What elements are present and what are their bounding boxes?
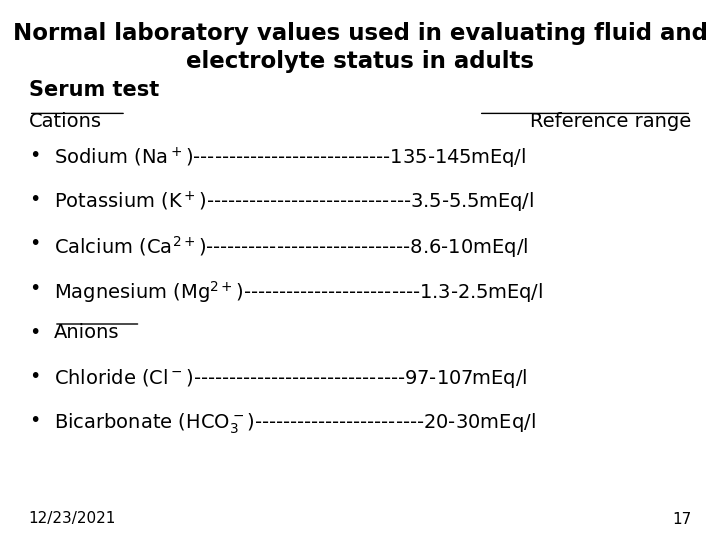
Text: •: • — [29, 323, 40, 342]
Text: •: • — [29, 146, 40, 165]
Text: Potassium (K$^+$)-----------------------------3.5-5.5mEq/l: Potassium (K$^+$)-----------------------… — [54, 190, 534, 215]
Text: •: • — [29, 190, 40, 209]
Text: Calcium (Ca$^{2+}$)-----------------------------8.6-10mEq/l: Calcium (Ca$^{2+}$)---------------------… — [54, 234, 528, 260]
Text: Serum test: Serum test — [29, 80, 159, 100]
Text: Sodium (Na$^+$)----------------------------135-145mEq/l: Sodium (Na$^+$)-------------------------… — [54, 146, 526, 171]
Text: Cations: Cations — [29, 112, 102, 131]
Text: 12/23/2021: 12/23/2021 — [29, 511, 116, 526]
Text: 17: 17 — [672, 511, 691, 526]
Text: •: • — [29, 367, 40, 386]
Text: Magnesium (Mg$^{2+}$)-------------------------1.3-2.5mEq/l: Magnesium (Mg$^{2+}$)-------------------… — [54, 279, 543, 305]
Text: Normal laboratory values used in evaluating fluid and: Normal laboratory values used in evaluat… — [12, 22, 708, 45]
Text: Chloride (Cl$^-$)------------------------------97-107mEq/l: Chloride (Cl$^-$)-----------------------… — [54, 367, 527, 390]
Text: Reference range: Reference range — [530, 112, 691, 131]
Text: electrolyte status in adults: electrolyte status in adults — [186, 50, 534, 73]
Text: Bicarbonate (HCO$_3^-$)------------------------20-30mEq/l: Bicarbonate (HCO$_3^-$)-----------------… — [54, 411, 536, 436]
Text: Anions: Anions — [54, 323, 120, 342]
Text: •: • — [29, 234, 40, 253]
Text: •: • — [29, 411, 40, 430]
Text: •: • — [29, 279, 40, 298]
